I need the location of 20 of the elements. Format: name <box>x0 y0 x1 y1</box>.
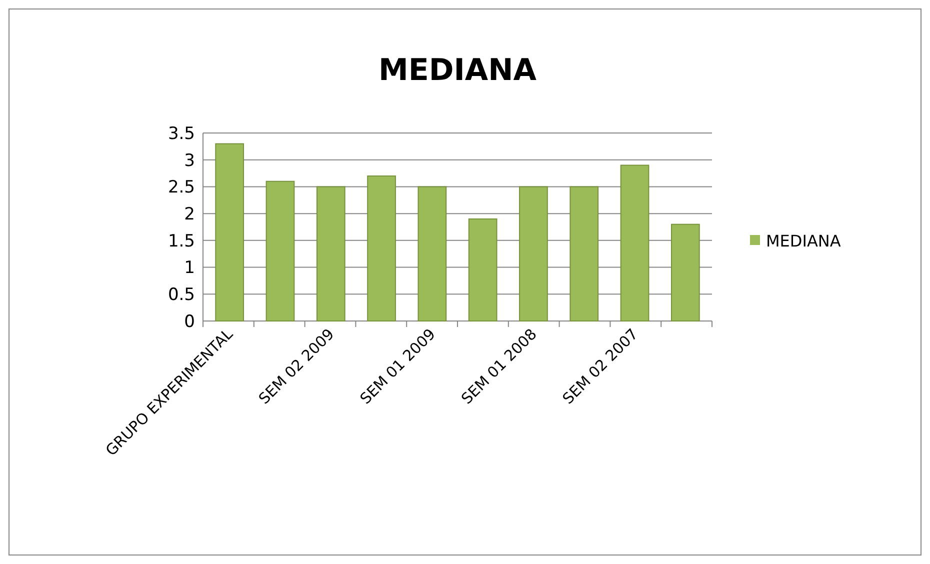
y-tick-label: 2.5 <box>168 178 195 198</box>
bar <box>519 186 548 322</box>
bar <box>570 186 599 322</box>
y-tick-label: 0.5 <box>168 285 195 306</box>
bar <box>670 224 700 322</box>
bar <box>468 218 498 322</box>
y-tick-label: 3 <box>184 150 195 171</box>
bar <box>367 175 396 322</box>
bar <box>620 164 650 322</box>
legend-label: MEDIANA <box>766 232 841 251</box>
y-tick-label: 2 <box>184 204 195 225</box>
y-tick-label: 3.5 <box>168 124 195 144</box>
bar <box>215 143 244 322</box>
bar <box>316 186 346 322</box>
y-tick-label: 0 <box>184 312 195 332</box>
chart-title: MEDIANA <box>378 53 538 88</box>
y-tick-label: 1.5 <box>168 231 195 252</box>
y-tick-label: 1 <box>184 258 195 278</box>
bar <box>418 186 447 322</box>
bar <box>266 180 295 322</box>
